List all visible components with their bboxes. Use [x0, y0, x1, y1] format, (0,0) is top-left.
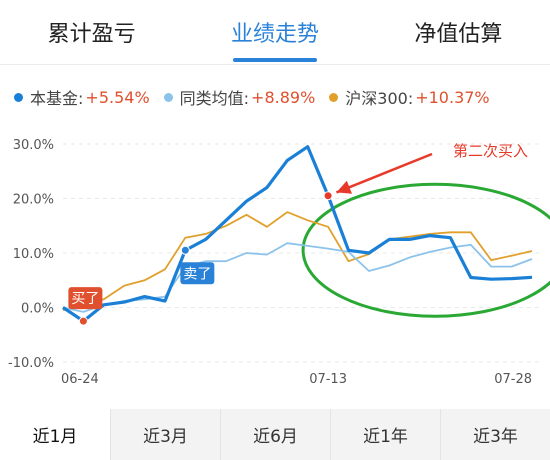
- legend-dot-icon: [14, 92, 23, 102]
- y-tick-label: 10.0%: [13, 247, 54, 262]
- tab-cumulative-pnl[interactable]: 累计盈亏: [0, 0, 183, 64]
- legend-item-peer-average: 同类均值: +8.89%: [163, 85, 316, 109]
- annotation-arrowhead: [336, 180, 353, 194]
- legend-value: +8.89%: [251, 87, 316, 107]
- period-selector: 近1月 近3月 近6月 近1年 近3年: [0, 409, 550, 460]
- legend-dot-icon: [163, 92, 173, 102]
- legend-value: +10.37%: [415, 87, 490, 107]
- active-tab-underline: [232, 58, 317, 62]
- period-1-month[interactable]: 近1月: [0, 409, 110, 460]
- marker-label: 卖了: [183, 266, 211, 282]
- legend-name: 沪深300:: [345, 89, 414, 108]
- series-line-本基金: [62, 145, 533, 323]
- marker-label-bg: [180, 262, 215, 285]
- series-line-同类均值: [62, 242, 533, 313]
- x-tick-label: 06-24: [61, 372, 99, 387]
- annotation-text: 第二次买入: [453, 142, 528, 160]
- marker-label: 买了: [71, 291, 99, 307]
- y-tick-label: -10.0%: [8, 356, 54, 371]
- period-3-months[interactable]: 近3月: [110, 409, 220, 460]
- series-line-沪深300: [62, 211, 533, 312]
- legend-dot-icon: [329, 92, 339, 102]
- y-tick-label: 20.0%: [13, 193, 54, 208]
- period-6-months[interactable]: 近6月: [220, 409, 330, 460]
- x-tick-label: 07-28: [494, 372, 532, 387]
- chart-legend: 本基金: +5.54% 同类均值: +8.89% 沪深300: +10.37%: [14, 84, 544, 110]
- marker-label-bg: [68, 287, 103, 310]
- annotation-arrow-line: [335, 152, 433, 194]
- highlight-ellipse: [301, 182, 550, 318]
- legend-name: 本基金:: [30, 89, 84, 108]
- period-1-year[interactable]: 近1年: [330, 409, 440, 460]
- tab-label: 净值估算: [414, 22, 503, 47]
- legend-item-fund: 本基金: +5.54%: [14, 85, 150, 109]
- tab-label: 累计盈亏: [47, 22, 136, 47]
- y-tick-label: 30.0%: [13, 138, 54, 153]
- divider: [0, 64, 550, 65]
- legend-name: 同类均值:: [179, 89, 250, 108]
- top-tab-bar: 累计盈亏 业绩走势 净值估算: [0, 0, 550, 64]
- trade-marker: [78, 316, 88, 326]
- tab-label: 业绩走势: [230, 22, 319, 47]
- trade-marker: [323, 191, 333, 201]
- performance-chart[interactable]: 30.0% 20.0% 10.0% 0.0% -10.0% 06-24 07-13 07-28…: [0, 120, 550, 400]
- period-3-years[interactable]: 近3年: [440, 409, 550, 460]
- trade-marker: [180, 245, 190, 255]
- legend-value: +5.54%: [85, 87, 150, 107]
- tab-nav-estimate[interactable]: 净值估算: [367, 0, 550, 64]
- legend-item-csi300: 沪深300: +10.37%: [329, 85, 490, 109]
- y-tick-label: 0.0%: [21, 302, 54, 317]
- tab-performance-trend[interactable]: 业绩走势: [183, 0, 366, 64]
- x-tick-label: 07-13: [309, 372, 347, 387]
